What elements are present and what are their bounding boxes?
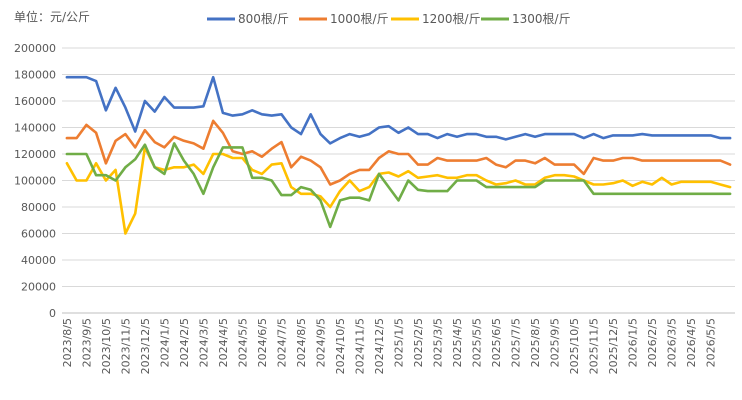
x-tick-label: 2024/1/5 — [158, 318, 171, 367]
x-tick-label: 2024/10/5 — [334, 318, 347, 374]
x-tick-label: 2024/5/5 — [236, 318, 249, 367]
x-tick-label: 2025/4/5 — [451, 318, 464, 367]
x-tick-label: 2026/4/5 — [685, 318, 698, 367]
y-tick-label: 20000 — [21, 281, 56, 294]
legend-label: 1300根/斤 — [512, 12, 571, 26]
x-tick-label: 2024/11/5 — [353, 318, 366, 374]
x-tick-label: 2025/7/5 — [510, 318, 523, 367]
x-tick-label: 2025/12/5 — [607, 318, 620, 374]
x-tick-label: 2023/8/5 — [61, 318, 74, 367]
y-tick-label: 180000 — [14, 69, 56, 82]
x-tick-label: 2026/5/5 — [705, 318, 718, 367]
y-tick-label: 120000 — [14, 148, 56, 161]
x-tick-label: 2024/3/5 — [197, 318, 210, 367]
legend: 800根/斤 1000根/斤 1200根/斤 1300根/斤 — [207, 12, 571, 26]
legend-label: 1000根/斤 — [330, 12, 389, 26]
y-tick-label: 140000 — [14, 122, 56, 135]
x-tick-label: 2023/10/5 — [100, 318, 113, 374]
y-axis-ticks: 0 20000 40000 60000 80000 100000 120000 140000 1… — [14, 42, 56, 320]
x-tick-label: 2025/2/5 — [412, 318, 425, 367]
x-tick-label: 2025/10/5 — [568, 318, 581, 374]
x-tick-label: 2024/2/5 — [178, 318, 191, 367]
y-tick-label: 80000 — [21, 201, 56, 214]
unit-label: 单位：元/公斤 — [14, 9, 90, 24]
y-tick-label: 200000 — [14, 42, 56, 55]
legend-label: 1200根/斤 — [422, 12, 481, 26]
x-tick-label: 2026/1/5 — [627, 318, 640, 367]
gridlines — [62, 47, 735, 314]
y-tick-label: 40000 — [21, 254, 56, 267]
legend-label: 800根/斤 — [238, 12, 289, 26]
x-tick-label: 2024/7/5 — [275, 318, 288, 367]
x-tick-label: 2024/4/5 — [217, 318, 230, 367]
y-tick-label: 160000 — [14, 95, 56, 108]
series-line-2 — [65, 119, 732, 186]
x-tick-label: 2025/5/5 — [471, 318, 484, 367]
x-tick-label: 2025/11/5 — [588, 318, 601, 374]
x-tick-label: 2024/12/5 — [373, 318, 386, 374]
series-line-3 — [65, 146, 732, 235]
x-tick-label: 2024/8/5 — [295, 318, 308, 367]
y-tick-label: 0 — [49, 307, 56, 320]
y-tick-label: 100000 — [14, 175, 56, 188]
series-lines — [65, 75, 732, 235]
series-line-4 — [65, 142, 732, 229]
x-tick-label: 2023/12/5 — [139, 318, 152, 374]
x-tick-label: 2026/2/5 — [646, 318, 659, 367]
x-tick-label: 2025/3/5 — [432, 318, 445, 367]
y-tick-label: 60000 — [21, 228, 56, 241]
x-tick-label: 2023/11/5 — [119, 318, 132, 374]
x-tick-label: 2025/1/5 — [393, 318, 406, 367]
x-tick-label: 2024/6/5 — [256, 318, 269, 367]
x-tick-label: 2026/3/5 — [666, 318, 679, 367]
x-tick-label: 2025/9/5 — [549, 318, 562, 367]
x-axis-ticks: 2023/8/5 2023/9/5 2023/10/5 2023/11/5 2023/1… — [61, 318, 718, 374]
series-line-1 — [65, 75, 732, 145]
x-tick-label: 2025/8/5 — [529, 318, 542, 367]
x-tick-label: 2024/9/5 — [314, 318, 327, 367]
x-tick-label: 2023/9/5 — [80, 318, 93, 367]
x-tick-label: 2025/6/5 — [490, 318, 503, 367]
